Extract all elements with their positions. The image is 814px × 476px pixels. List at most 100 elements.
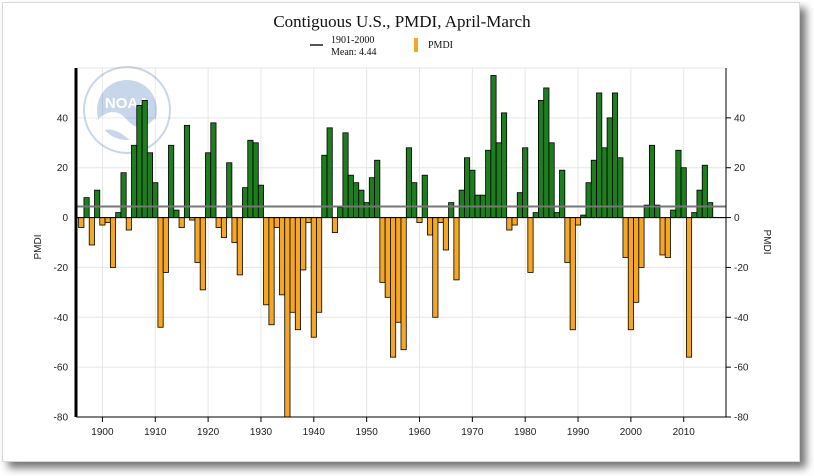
bar-1947 xyxy=(347,174,354,218)
bars xyxy=(78,75,714,418)
y-tick-label-left: 0 xyxy=(62,213,68,224)
x-tick-label: 1930 xyxy=(250,427,273,438)
bar-1957 xyxy=(400,217,407,351)
bar-1968 xyxy=(458,189,465,218)
y-tick-label-left: -80 xyxy=(54,413,69,424)
bar-1990 xyxy=(574,217,582,226)
bar-1919 xyxy=(199,217,206,291)
bar-1950 xyxy=(363,202,370,218)
bar-1911 xyxy=(157,217,164,328)
bar-1901 xyxy=(104,217,111,223)
bar-1989 xyxy=(569,217,576,331)
y-tick-label-left: -60 xyxy=(54,363,69,374)
x-tick-label: 1980 xyxy=(514,427,537,438)
y-axis-title-left: PMDI xyxy=(33,235,44,260)
bar-2001 xyxy=(633,217,640,303)
bar-1937 xyxy=(294,217,301,331)
bar-1966 xyxy=(448,202,455,218)
x-ticks: 1900 1910 1920 1930 1940 1950 1960 1970 1980 1990… xyxy=(91,417,695,438)
bar-1940 xyxy=(310,217,317,338)
x-tick-label: 1920 xyxy=(197,427,220,438)
bar-1979 xyxy=(516,192,523,218)
bar-1976 xyxy=(501,112,508,218)
y-tick-label-right: 0 xyxy=(734,213,740,224)
y-tick-label-left: 20 xyxy=(57,163,69,174)
y-tick-label-right: 40 xyxy=(734,113,746,124)
bar-1994 xyxy=(596,92,603,218)
bar-1944 xyxy=(331,217,338,233)
x-tick-label: 1900 xyxy=(91,427,114,438)
bar-2007 xyxy=(664,217,671,258)
bar-1941 xyxy=(316,217,323,313)
bar-1962 xyxy=(427,217,434,236)
bar-1948 xyxy=(353,182,360,218)
bar-1920 xyxy=(205,152,212,218)
legend-mean-label-period: 1901-2000 xyxy=(331,35,374,46)
y-tick-label-right: -40 xyxy=(734,313,749,324)
bar-1915 xyxy=(178,217,185,228)
y-tick-label-right: -60 xyxy=(734,363,749,374)
bar-1897 xyxy=(83,197,90,218)
bar-1935 xyxy=(284,217,291,418)
bar-1987 xyxy=(559,169,566,218)
bar-1910 xyxy=(152,182,159,218)
bar-1912 xyxy=(162,217,169,273)
bar-1926 xyxy=(236,217,243,276)
bar-2012 xyxy=(691,212,698,218)
bar-1916 xyxy=(183,124,191,218)
bar-2010 xyxy=(680,167,687,218)
chart-title: Contiguous U.S., PMDI, April-March xyxy=(273,12,531,31)
x-tick-label: 1910 xyxy=(144,427,167,438)
bar-1949 xyxy=(358,189,365,218)
bar-2011 xyxy=(685,217,693,358)
bar-1952 xyxy=(374,159,381,218)
bar-1961 xyxy=(421,174,428,218)
bar-1936 xyxy=(289,217,296,313)
bar-1945 xyxy=(337,207,344,218)
x-tick-label: 1960 xyxy=(408,427,431,438)
bar-2000 xyxy=(627,217,634,331)
bar-2006 xyxy=(659,217,666,256)
bar-1932 xyxy=(268,217,275,326)
bar-1908 xyxy=(141,100,148,218)
bar-1955 xyxy=(390,217,397,358)
bar-2008 xyxy=(670,209,677,218)
bar-1943 xyxy=(326,127,333,218)
bar-1954 xyxy=(384,217,391,298)
legend-pmdi-label: PMDI xyxy=(428,40,453,51)
bar-1970 xyxy=(469,169,476,218)
legend-pmdi-swatch xyxy=(414,38,418,52)
x-tick-label: 1950 xyxy=(356,427,379,438)
y-ticks-right: -80 -60 -40 -20 0 20 40 xyxy=(726,113,749,424)
bar-1960 xyxy=(416,217,423,223)
bar-1925 xyxy=(231,217,238,243)
bar-1905 xyxy=(125,217,132,231)
bar-1904 xyxy=(120,172,127,218)
x-tick-label: 2010 xyxy=(673,427,696,438)
x-tick-label: 1990 xyxy=(567,427,590,438)
bar-1981 xyxy=(527,217,534,273)
bar-1967 xyxy=(453,217,460,281)
bar-1907 xyxy=(136,104,143,218)
x-tick-label: 1970 xyxy=(461,427,484,438)
bar-2014 xyxy=(701,164,708,218)
bar-2013 xyxy=(696,189,703,218)
bar-1959 xyxy=(411,182,418,218)
bar-1996 xyxy=(606,117,613,218)
bar-1930 xyxy=(257,184,265,218)
y-ticks-left: -80 -60 -40 -20 0 20 40 xyxy=(54,113,69,423)
bar-1992 xyxy=(585,182,592,218)
bar-1899 xyxy=(94,189,101,218)
bar-1969 xyxy=(464,157,471,218)
bar-1939 xyxy=(305,217,312,223)
y-tick-label-left: 40 xyxy=(57,113,69,124)
bar-1963 xyxy=(432,217,439,318)
bar-1903 xyxy=(115,212,122,218)
bar-1978 xyxy=(511,217,518,226)
bar-1977 xyxy=(506,217,513,231)
bar-1946 xyxy=(342,132,349,218)
bar-2015 xyxy=(707,202,714,218)
bar-1914 xyxy=(173,209,180,218)
bar-1974 xyxy=(490,75,497,218)
